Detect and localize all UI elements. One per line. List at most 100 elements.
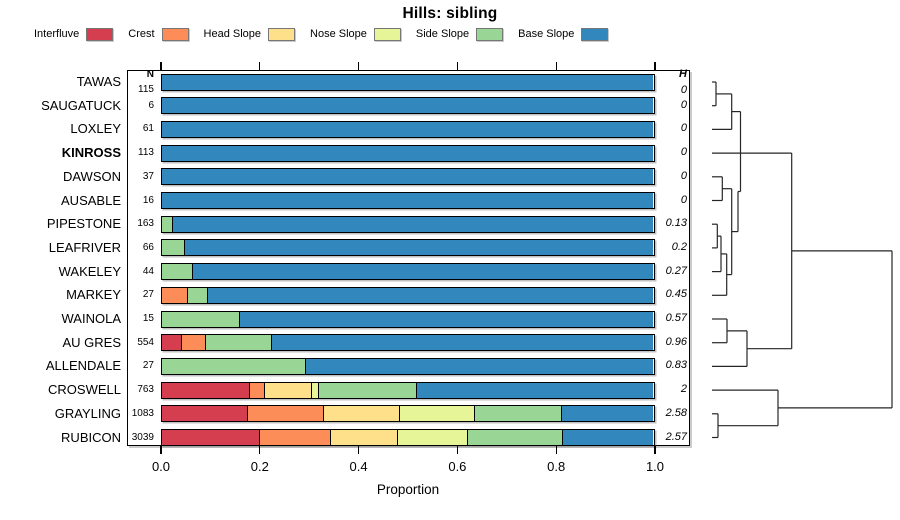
h-value: 0 bbox=[680, 84, 687, 96]
bar-markey bbox=[161, 286, 655, 304]
bar-leafriver bbox=[161, 239, 655, 257]
axis-tick-bottom bbox=[555, 446, 557, 454]
row-label: CROSWELL bbox=[48, 382, 121, 398]
axis-tick-label: 0.4 bbox=[349, 459, 368, 474]
bar-segment-side-slope bbox=[162, 311, 240, 327]
axis-tick-label: 0.2 bbox=[250, 459, 269, 474]
bar-tawas bbox=[161, 73, 655, 91]
bar-segment-interfluve bbox=[162, 382, 250, 398]
bar-kinross bbox=[161, 144, 655, 162]
legend-label: Base Slope bbox=[518, 28, 575, 40]
bar-segment-base-slope bbox=[162, 193, 654, 208]
chart-title: Hills: sibling bbox=[402, 5, 498, 22]
legend-label: Nose Slope bbox=[310, 28, 367, 40]
legend-item: Side Slope bbox=[415, 27, 504, 41]
bar-dawson bbox=[161, 168, 655, 186]
legend-swatch bbox=[373, 27, 401, 41]
bar-segment-side-slope bbox=[162, 216, 173, 232]
bar-segment-crest bbox=[182, 335, 206, 351]
n-column-header: N bbox=[146, 69, 154, 80]
axis-tick-label: 1.0 bbox=[645, 459, 665, 474]
n-value: 44 bbox=[142, 265, 154, 277]
axis-tick-bottom bbox=[654, 446, 656, 454]
n-value: 27 bbox=[142, 360, 154, 372]
h-value: 0.96 bbox=[665, 335, 687, 348]
bar-segment-side-slope bbox=[188, 287, 208, 303]
bar-segment-crest bbox=[248, 406, 324, 422]
bar-segment-side-slope bbox=[468, 430, 563, 445]
axis-tick-bottom bbox=[456, 446, 458, 454]
axis-tick-top bbox=[456, 62, 458, 70]
bar-segment-side-slope bbox=[162, 264, 193, 280]
row-label: TAWAS bbox=[76, 74, 121, 89]
legend: Interfluve Crest Head Slope Nose Slope Side … bbox=[34, 26, 609, 42]
bar-segment-base-slope bbox=[185, 240, 654, 256]
bar-segment-side-slope bbox=[162, 358, 306, 374]
h-value: 2 bbox=[680, 383, 687, 396]
bar-segment-side-slope bbox=[319, 382, 417, 398]
h-value: 0.45 bbox=[665, 288, 687, 301]
axis-tick-top bbox=[259, 62, 261, 70]
bar-segment-base-slope bbox=[162, 169, 654, 185]
bar-grayling bbox=[161, 405, 655, 423]
bar-wakeley bbox=[161, 263, 655, 281]
legend-swatch bbox=[581, 27, 609, 41]
bar-segment-crest bbox=[260, 430, 331, 445]
bar-segment-interfluve bbox=[162, 430, 260, 445]
axis-tick-bottom bbox=[259, 446, 261, 454]
n-value: 163 bbox=[137, 218, 154, 230]
h-value: 2.58 bbox=[665, 406, 687, 419]
bar-segment-base-slope bbox=[240, 311, 654, 327]
legend-item: Interfluve bbox=[34, 27, 114, 41]
row-label: AUSABLE bbox=[61, 192, 121, 208]
h-value: 0.27 bbox=[665, 264, 687, 277]
h-value: 0 bbox=[680, 146, 687, 159]
row-label: ALLENDALE bbox=[45, 358, 121, 374]
h-value: 0.83 bbox=[665, 359, 687, 372]
legend-label: Side Slope bbox=[415, 28, 470, 40]
legend-swatch bbox=[476, 27, 504, 41]
bar-segment-base-slope bbox=[563, 430, 654, 445]
h-value: 0.13 bbox=[665, 217, 687, 230]
axis-tick-label: 0.6 bbox=[448, 459, 467, 474]
row-label: WAINOLA bbox=[61, 311, 121, 326]
bar-segment-base-slope bbox=[162, 74, 654, 90]
n-value: 113 bbox=[138, 147, 154, 159]
n-value: 6 bbox=[148, 99, 154, 111]
bar-ausable bbox=[161, 192, 655, 209]
bar-segment-base-slope bbox=[162, 98, 654, 114]
row-label: PIPESTONE bbox=[46, 216, 121, 232]
axis-tick-bottom bbox=[358, 446, 360, 454]
row-label: RUBICON bbox=[61, 429, 121, 445]
legend-swatch bbox=[161, 27, 189, 41]
n-value: 66 bbox=[142, 241, 154, 253]
row-label: KINROSS bbox=[61, 145, 121, 161]
bar-segment-side-slope bbox=[206, 335, 272, 351]
legend-item: Crest bbox=[128, 27, 189, 41]
bar-loxley bbox=[161, 120, 655, 138]
bar-segment-base-slope bbox=[193, 264, 654, 280]
h-column-header: H bbox=[679, 68, 687, 80]
axis-tick-bottom bbox=[160, 446, 162, 454]
row-label: MARKEY bbox=[66, 287, 121, 303]
n-value: 115 bbox=[138, 84, 154, 95]
n-value: 16 bbox=[142, 194, 154, 206]
bar-segment-base-slope bbox=[162, 145, 654, 161]
n-value: 27 bbox=[142, 289, 154, 301]
n-value: 15 bbox=[142, 313, 154, 324]
bar-segment-interfluve bbox=[162, 335, 182, 351]
axis-tick-label: 0.8 bbox=[547, 459, 566, 474]
bar-segment-base-slope bbox=[306, 358, 654, 374]
legend-item: Head Slope bbox=[204, 27, 296, 41]
legend-swatch bbox=[86, 27, 114, 41]
x-axis-title: Proportion bbox=[376, 482, 440, 497]
bar-pipestone bbox=[161, 215, 655, 233]
row-label: WAKELEY bbox=[58, 263, 121, 279]
bar-segment-crest bbox=[250, 382, 265, 398]
bar-segment-nose-slope bbox=[398, 430, 468, 445]
bar-au-gres bbox=[161, 334, 655, 352]
bar-segment-base-slope bbox=[417, 382, 654, 398]
bar-segment-base-slope bbox=[562, 406, 654, 422]
bar-segment-base-slope bbox=[162, 121, 654, 137]
